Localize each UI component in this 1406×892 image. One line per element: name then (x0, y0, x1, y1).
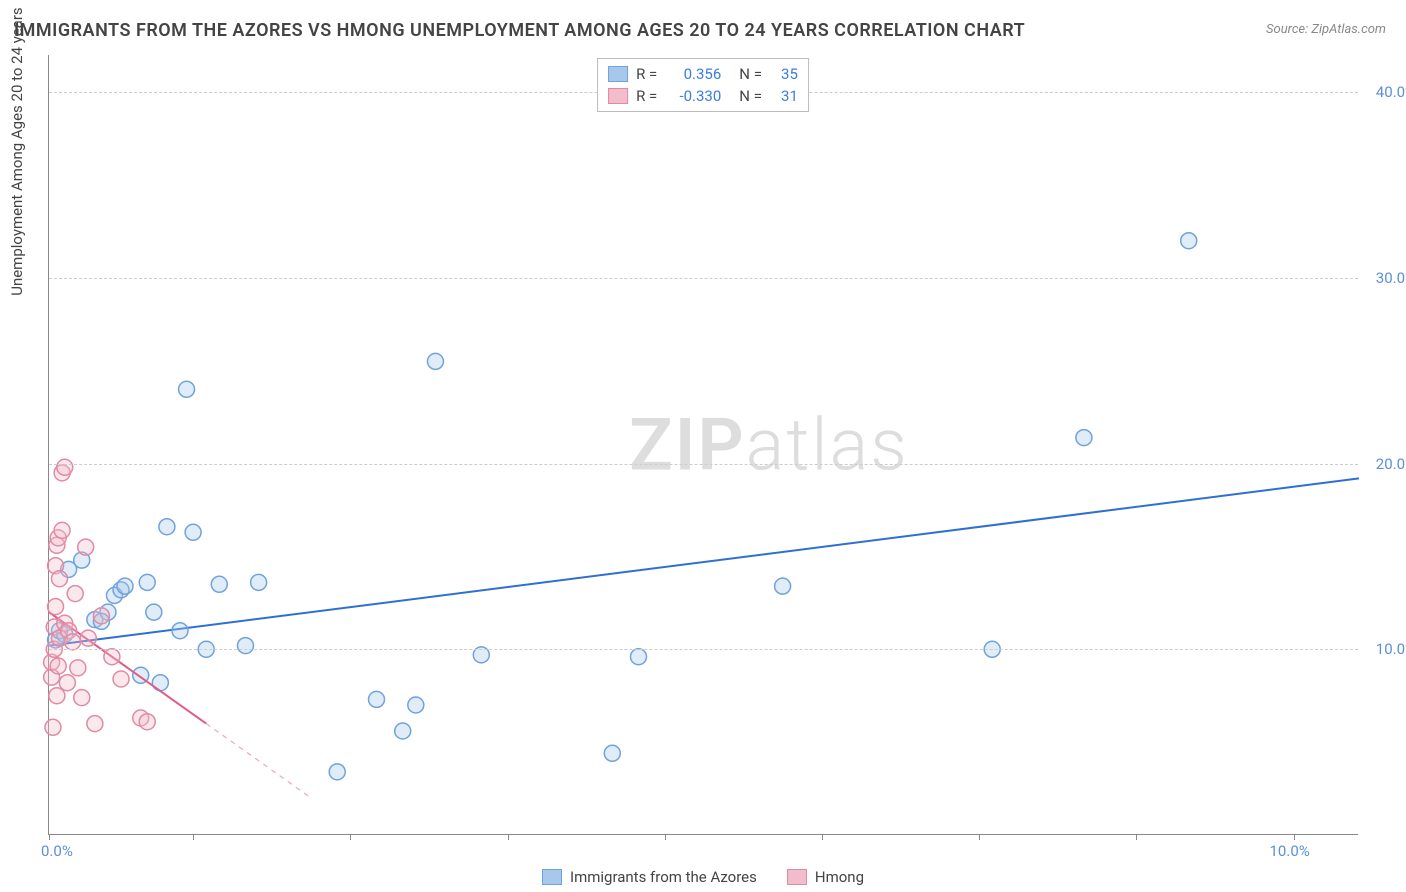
data-point-hmong (113, 671, 129, 687)
data-point-azores (1181, 233, 1197, 249)
legend-series-item: Hmong (787, 868, 864, 886)
legend-n-value: 31 (770, 87, 798, 105)
data-point-hmong (50, 658, 66, 674)
gridline (49, 278, 1358, 279)
legend-swatch (608, 88, 628, 104)
x-tick (665, 834, 666, 840)
legend-series-item: Immigrants from the Azores (542, 868, 757, 886)
legend-series-label: Immigrants from the Azores (570, 868, 757, 886)
scatter-svg (49, 55, 1358, 834)
legend-series-label: Hmong (815, 868, 864, 886)
legend-swatch (542, 869, 562, 885)
data-point-hmong (80, 630, 96, 646)
data-point-hmong (65, 634, 81, 650)
legend-r-value: -0.330 (665, 87, 721, 105)
data-point-hmong (49, 688, 65, 704)
legend-r-label: R = (636, 87, 657, 105)
data-point-hmong (59, 675, 75, 691)
legend-swatch (608, 66, 628, 82)
data-point-azores (604, 745, 620, 761)
x-tick (193, 834, 194, 840)
data-point-azores (159, 519, 175, 535)
data-point-azores (117, 578, 133, 594)
chart-plot-area: ZIPatlas 10.0%20.0%30.0%40.0%0.0%10.0% (48, 55, 1358, 835)
data-point-azores (775, 578, 791, 594)
data-point-hmong (54, 522, 70, 538)
data-point-azores (631, 649, 647, 665)
data-point-hmong (70, 660, 86, 676)
data-point-hmong (104, 649, 120, 665)
data-point-hmong (78, 539, 94, 555)
y-tick-label: 30.0% (1376, 269, 1406, 287)
regression-line-azores (49, 478, 1359, 645)
data-point-hmong (45, 719, 61, 735)
data-point-azores (251, 574, 267, 590)
data-point-hmong (74, 690, 90, 706)
legend-n-value: 35 (770, 65, 798, 83)
x-tick (822, 834, 823, 840)
data-point-azores (238, 638, 254, 654)
data-point-hmong (67, 586, 83, 602)
data-point-azores (427, 353, 443, 369)
data-point-azores (408, 697, 424, 713)
x-tick (1136, 834, 1137, 840)
data-point-azores (369, 691, 385, 707)
legend-n-label: N = (739, 65, 762, 83)
data-point-azores (185, 524, 201, 540)
x-tick-label: 0.0% (41, 842, 73, 860)
data-point-hmong (48, 599, 64, 615)
x-tick (979, 834, 980, 840)
data-point-hmong (93, 608, 109, 624)
x-tick-label: 10.0% (1270, 842, 1310, 860)
source-attribution: Source: ZipAtlas.com (1266, 22, 1386, 37)
gridline (49, 464, 1358, 465)
legend-r-label: R = (636, 65, 657, 83)
regression-line-dashed-hmong (206, 724, 311, 798)
data-point-azores (211, 576, 227, 592)
data-point-azores (139, 574, 155, 590)
data-point-hmong (139, 714, 155, 730)
correlation-legend: R = 0.356 N = 35 R = -0.330 N = 31 (597, 58, 809, 112)
data-point-hmong (87, 716, 103, 732)
y-tick-label: 20.0% (1376, 455, 1406, 473)
data-point-azores (146, 604, 162, 620)
legend-row: R = 0.356 N = 35 (608, 63, 798, 85)
y-tick-label: 10.0% (1376, 640, 1406, 658)
legend-n-label: N = (739, 87, 762, 105)
y-tick-label: 40.0% (1376, 83, 1406, 101)
gridline (49, 649, 1358, 650)
legend-swatch (787, 869, 807, 885)
series-legend: Immigrants from the Azores Hmong (542, 868, 864, 886)
data-point-azores (179, 381, 195, 397)
legend-row: R = -0.330 N = 31 (608, 85, 798, 107)
y-axis-label: Unemployment Among Ages 20 to 24 years (8, 7, 26, 295)
data-point-hmong (51, 571, 67, 587)
data-point-hmong (57, 459, 73, 475)
data-point-azores (1076, 430, 1092, 446)
x-tick (350, 834, 351, 840)
x-tick (49, 834, 50, 840)
legend-r-value: 0.356 (665, 65, 721, 83)
data-point-azores (395, 723, 411, 739)
data-point-azores (172, 623, 188, 639)
chart-title: IMMIGRANTS FROM THE AZORES VS HMONG UNEM… (14, 20, 1025, 41)
x-tick (508, 834, 509, 840)
data-point-azores (329, 764, 345, 780)
x-tick (1294, 834, 1295, 840)
